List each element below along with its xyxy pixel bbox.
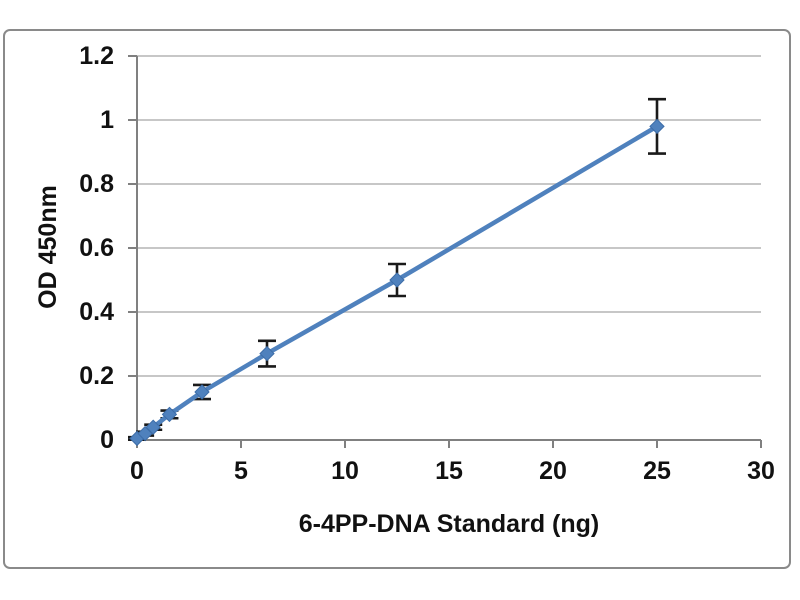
x-tick-label: 30 — [747, 457, 775, 485]
data-point-marker — [194, 384, 210, 400]
y-tick-label: 0 — [100, 426, 114, 454]
data-point-marker — [259, 345, 275, 362]
y-tick-label: 0.8 — [79, 170, 114, 198]
x-tick-label: 15 — [435, 457, 463, 485]
x-tick-label: 0 — [130, 457, 144, 485]
data-point-marker — [649, 118, 665, 135]
x-tick-label: 25 — [643, 457, 671, 485]
y-tick-label: 1.2 — [79, 42, 114, 70]
data-point-marker — [161, 406, 178, 423]
data-point-marker — [389, 272, 405, 288]
x-tick-label: 20 — [539, 457, 567, 485]
y-tick-label: 1 — [100, 106, 114, 134]
data-point-marker — [145, 419, 161, 435]
y-tick-label: 0.4 — [79, 298, 114, 326]
x-axis-title: 6-4PP-DNA Standard (ng) — [298, 510, 600, 538]
y-tick-label: 0.2 — [79, 362, 114, 390]
x-tick-label: 5 — [234, 457, 248, 485]
x-tick-label: 10 — [331, 457, 359, 485]
y-tick-label: 0.6 — [79, 234, 114, 262]
